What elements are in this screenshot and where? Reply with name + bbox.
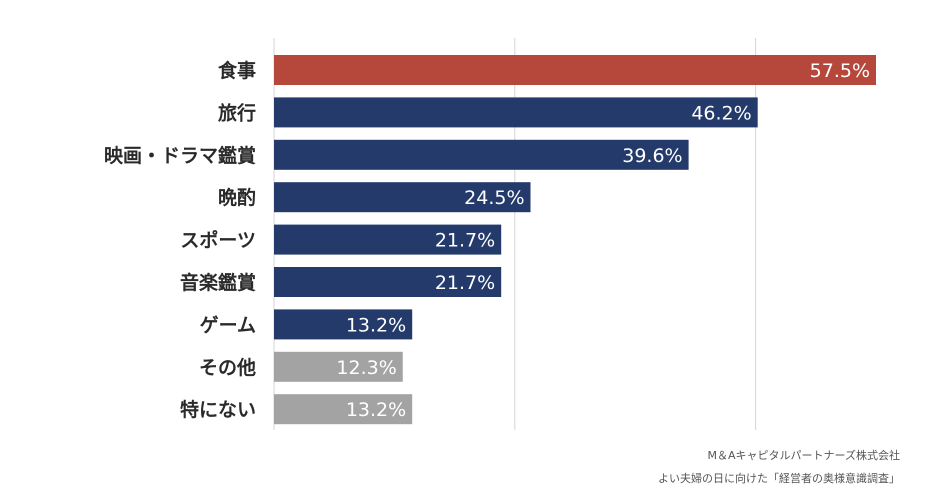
bar-1 [274,97,758,128]
value-label-7: 12.3% [336,357,396,379]
category-label-2: 映画・ドラマ鑑賞 [104,144,256,167]
bar-6 [274,309,413,340]
value-label-8: 13.2% [346,399,406,421]
bar-7 [274,351,403,382]
category-label-0: 食事 [218,59,256,82]
category-label-7: その他 [199,356,256,379]
source-company: M＆Aキャピタルパートナーズ株式会社 [707,449,900,462]
bar-2 [274,139,689,170]
value-label-6: 13.2% [346,314,406,336]
value-label-1: 46.2% [691,102,751,124]
source-survey: よい夫婦の日に向けた「経営者の奥様意識調査」 [658,472,900,485]
category-label-6: ゲーム [200,314,256,336]
bar-5 [274,267,502,297]
value-label-0: 57.5% [810,60,870,82]
value-label-3: 24.5% [464,187,524,209]
category-label-4: スポーツ [180,229,256,252]
bar-4 [274,224,502,255]
bar-3 [274,182,531,213]
bar-8 [274,394,413,425]
category-label-5: 音楽鑑賞 [180,271,256,294]
value-label-5: 21.7% [435,272,495,294]
category-label-8: 特にない [180,399,256,421]
category-label-3: 晩酌 [218,186,256,209]
bar-0 [274,55,876,85]
value-label-4: 21.7% [435,230,495,252]
value-label-2: 39.6% [622,145,682,167]
chart-svg: 食事 57.5% 旅行 46.2% 映画・ドラマ鑑賞 39.6% 晩酌 24.5% スポーツ 21… [104,38,876,430]
category-label-1: 旅行 [218,101,256,124]
